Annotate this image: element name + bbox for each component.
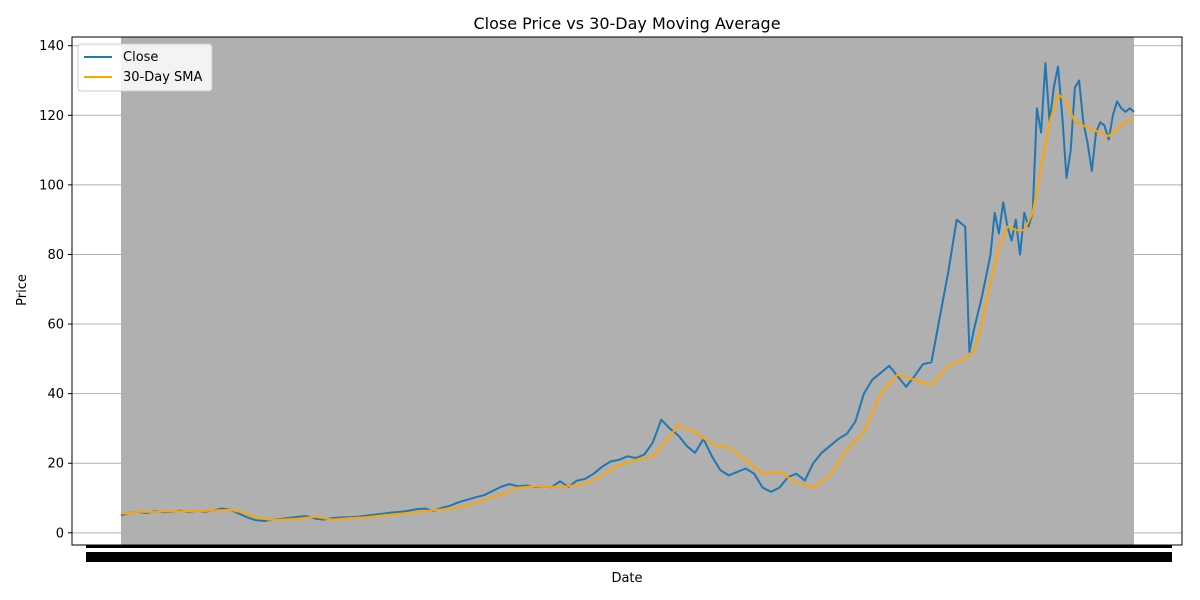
y-tick-label: 100 [39,178,64,193]
y-tick-label: 40 [47,387,64,402]
y-tick-label: 80 [47,248,64,263]
legend-label-sma: 30-Day SMA [123,70,203,85]
x-axis-label: Date [611,571,642,586]
y-axis-label: Price [15,274,30,306]
legend: Close 30-Day SMA [77,43,213,92]
chart-title: Close Price vs 30-Day Moving Average [473,14,780,33]
y-tick-label: 120 [39,109,64,124]
legend-label-close: Close [123,50,158,65]
series-line-close [120,62,1135,522]
x-tick-band [86,545,1172,548]
y-tick-label: 0 [56,526,64,541]
series-line-sma [120,93,1135,521]
x-tick-labels-overlap [86,552,1172,562]
data-range-band [121,37,1134,545]
legend-box [77,43,213,92]
y-tick-label: 60 [47,318,64,333]
plot-area: 0 20 40 60 80 100 120 140 [39,36,1183,562]
y-tick-label: 140 [39,39,64,54]
y-tick-label: 20 [47,457,64,472]
